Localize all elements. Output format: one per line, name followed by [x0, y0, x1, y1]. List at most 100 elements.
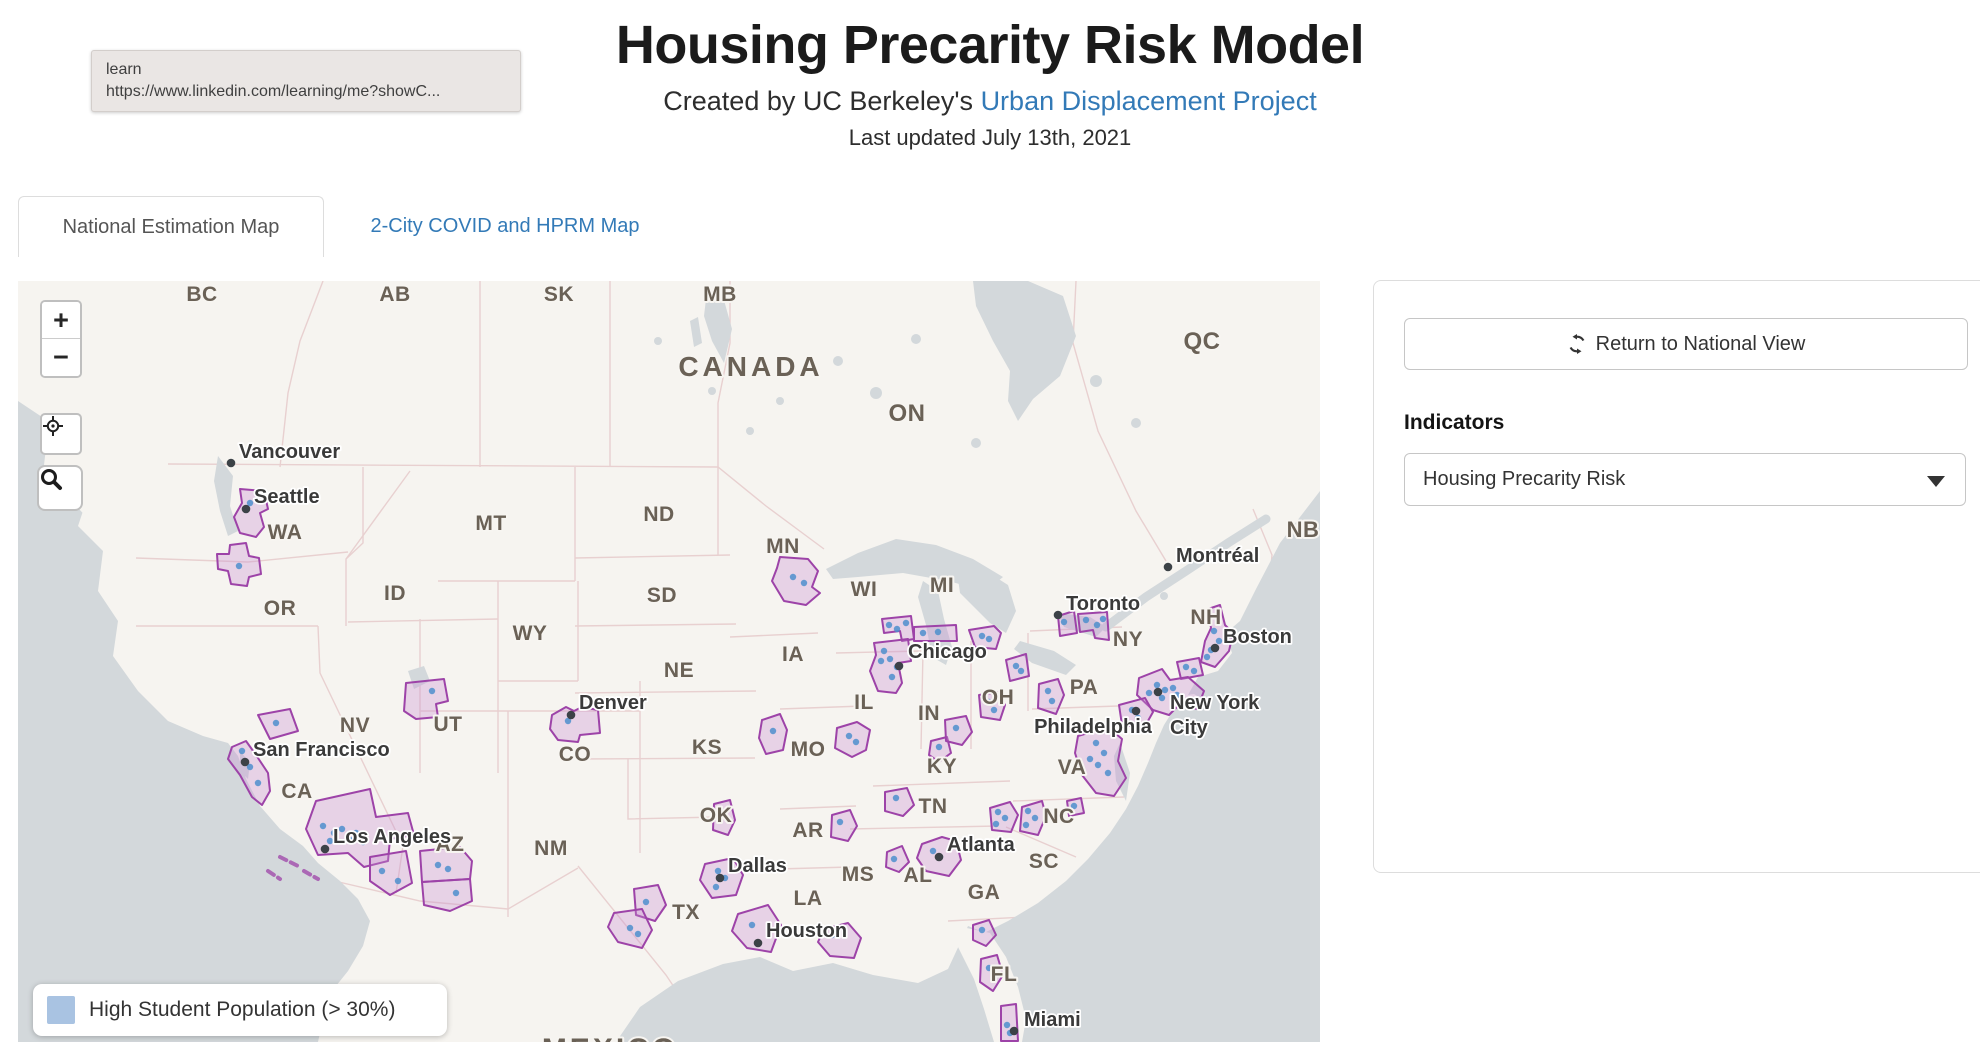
svg-text:Chicago: Chicago — [908, 641, 987, 663]
legend-label: High Student Population (> 30%) — [89, 998, 396, 1021]
svg-text:IA: IA — [782, 643, 804, 666]
metro-new-york — [1136, 668, 1205, 716]
svg-text:Atlanta: Atlanta — [947, 834, 1016, 856]
svg-text:Vancouver: Vancouver — [239, 441, 340, 463]
metro-los-angeles — [305, 788, 415, 868]
svg-text:ID: ID — [384, 582, 406, 605]
metro-houston — [731, 904, 782, 953]
zoom-in-button[interactable]: + — [42, 302, 80, 339]
metro-nashville — [884, 787, 915, 817]
svg-text:WY: WY — [513, 622, 548, 645]
metro-detroit — [968, 625, 1002, 650]
metro-birmingham — [885, 845, 910, 873]
svg-text:IL: IL — [854, 691, 874, 714]
locate-icon — [43, 416, 63, 436]
urban-displacement-link[interactable]: Urban Displacement Project — [980, 86, 1317, 116]
metro-memphis — [830, 809, 858, 842]
subtitle: Created by UC Berkeley's Urban Displacem… — [0, 86, 1980, 117]
metro-indianapolis — [944, 715, 973, 746]
svg-text:CANADA: CANADA — [678, 351, 823, 382]
svg-text:NE: NE — [664, 659, 694, 682]
indicators-label: Indicators — [1404, 411, 1505, 434]
metro-hartford — [1176, 657, 1204, 680]
svg-text:Houston: Houston — [766, 920, 847, 942]
metro-columbus — [978, 691, 1006, 721]
page-title: Housing Precarity Risk Model — [615, 15, 1365, 75]
map-legend: High Student Population (> 30%) — [33, 984, 447, 1036]
metro-tucson — [421, 878, 473, 912]
metro-san-diego — [369, 850, 413, 896]
search-icon — [41, 469, 62, 490]
metro-phoenix — [419, 846, 473, 883]
tab-2city-covid-hprm-map[interactable]: 2-City COVID and HPRM Map — [370, 214, 640, 237]
svg-text:PA: PA — [1070, 676, 1099, 699]
metro-pittsburgh — [1037, 678, 1065, 715]
svg-text:QC: QC — [1184, 328, 1221, 355]
metro-chicago — [869, 638, 912, 694]
metro-dc-baltimore — [1074, 726, 1127, 797]
svg-text:Boston: Boston — [1223, 626, 1292, 648]
svg-text:NC: NC — [1043, 805, 1074, 828]
svg-text:AB: AB — [379, 283, 410, 306]
svg-text:VA: VA — [1058, 756, 1087, 779]
metro-new-orleans — [817, 922, 862, 959]
svg-text:LA: LA — [794, 887, 823, 910]
svg-text:Seattle: Seattle — [254, 486, 320, 508]
tab-national-estimation-map[interactable]: National Estimation Map — [18, 196, 324, 257]
svg-text:MB: MB — [703, 283, 737, 306]
metro-seattle — [233, 488, 269, 538]
refresh-icon — [1569, 334, 1584, 354]
return-to-national-view-button[interactable]: Return to National View — [1404, 318, 1968, 370]
svg-text:MO: MO — [791, 738, 826, 761]
svg-text:San Francisco: San Francisco — [253, 739, 390, 761]
svg-text:Los Angeles: Los Angeles — [333, 826, 451, 848]
svg-text:SK: SK — [544, 283, 574, 306]
svg-text:ON: ON — [889, 400, 926, 427]
subtitle-prefix: Created by UC Berkeley's — [663, 86, 981, 116]
svg-text:SD: SD — [647, 584, 677, 607]
svg-text:AR: AR — [792, 819, 823, 842]
search-button[interactable] — [37, 465, 83, 511]
svg-text:Montréal: Montréal — [1176, 545, 1259, 567]
svg-text:CA: CA — [281, 780, 312, 803]
legend-swatch — [47, 996, 75, 1024]
svg-text:MT: MT — [475, 512, 506, 535]
metro-jacksonville — [972, 919, 997, 947]
link-preview-tooltip: learn https://www.linkedin.com/learning/… — [91, 50, 521, 112]
svg-text:AL: AL — [904, 864, 933, 887]
locate-button[interactable] — [40, 413, 82, 455]
svg-text:SC: SC — [1029, 850, 1059, 873]
tooltip-line2: https://www.linkedin.com/learning/me?sho… — [106, 83, 441, 100]
tooltip-line1: learn — [106, 61, 142, 78]
svg-text:Philadelphia: Philadelphia — [1034, 716, 1153, 738]
svg-text:New York: New York — [1170, 692, 1260, 714]
svg-text:CO: CO — [559, 743, 592, 766]
svg-text:NV: NV — [340, 714, 370, 737]
svg-text:Miami: Miami — [1024, 1009, 1081, 1031]
indicator-selected-value: Housing Precarity Risk — [1423, 468, 1626, 490]
svg-text:BC: BC — [186, 283, 217, 306]
svg-text:City: City — [1170, 717, 1209, 739]
svg-text:MN: MN — [766, 535, 800, 558]
metro-oklahoma-city — [712, 799, 736, 836]
svg-text:MI: MI — [930, 574, 954, 597]
svg-text:Dallas: Dallas — [728, 855, 787, 877]
svg-text:NB: NB — [1287, 517, 1320, 542]
svg-text:MEXICO: MEXICO — [542, 1033, 678, 1042]
last-updated: Last updated July 13th, 2021 — [848, 125, 1132, 150]
national-estimation-map[interactable]: BC AB SK MB CANADA QC ON NB WA MT ND MN OR ID SD WI MI WY… — [18, 281, 1320, 1042]
caret-down-icon — [1927, 476, 1945, 487]
svg-text:UT: UT — [434, 713, 463, 736]
svg-text:KS: KS — [692, 736, 722, 759]
svg-text:TN: TN — [919, 795, 948, 818]
svg-text:OH: OH — [982, 686, 1015, 709]
svg-text:Toronto: Toronto — [1066, 593, 1140, 615]
svg-text:Denver: Denver — [579, 692, 647, 714]
zoom-out-button[interactable]: − — [42, 339, 80, 376]
svg-text:MS: MS — [842, 863, 875, 886]
svg-text:NH: NH — [1190, 606, 1221, 629]
svg-text:WA: WA — [268, 521, 303, 544]
indicator-dropdown[interactable]: Housing Precarity Risk — [1404, 453, 1966, 506]
metro-san-francisco — [227, 740, 271, 806]
